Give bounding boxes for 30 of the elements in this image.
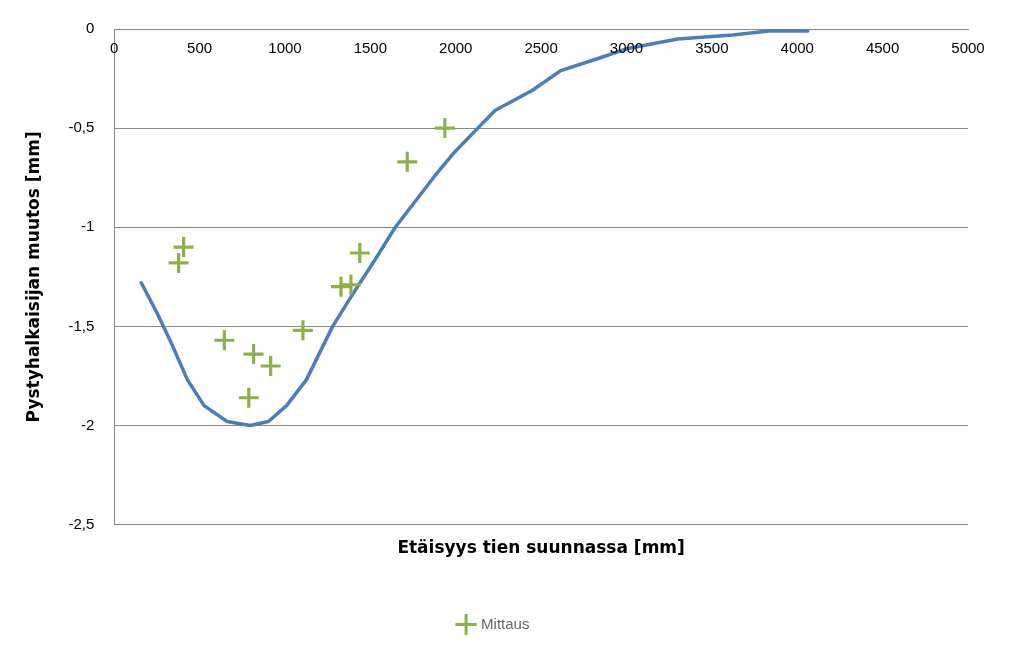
point bbox=[238, 387, 259, 408]
y-tick-label: -2,5 bbox=[68, 514, 95, 532]
x-tick-label: 1500 bbox=[353, 38, 388, 56]
point bbox=[173, 237, 194, 258]
point bbox=[349, 243, 370, 264]
point bbox=[260, 356, 281, 377]
legend-label: Mittaus bbox=[481, 614, 530, 632]
point bbox=[340, 274, 361, 295]
y-tick-label: -1 bbox=[80, 217, 95, 235]
point bbox=[214, 330, 235, 351]
x-tick-label: 0 bbox=[110, 38, 119, 56]
point bbox=[243, 344, 264, 365]
x-tick-label: 5000 bbox=[951, 38, 985, 56]
y-axis-title: Pystyhalkaisijan muutos [mm] bbox=[22, 131, 43, 423]
y-tick-label: -1,5 bbox=[68, 316, 95, 334]
x-tick-label: 4500 bbox=[865, 38, 900, 56]
x-tick-label: 500 bbox=[187, 38, 213, 56]
point bbox=[434, 118, 455, 139]
x-tick-label: 4000 bbox=[780, 38, 814, 56]
point bbox=[168, 252, 189, 273]
y-tick-label: -0,5 bbox=[68, 118, 95, 136]
x-tick-label: 2500 bbox=[524, 38, 558, 56]
y-tick-label: 0 bbox=[85, 19, 95, 37]
point bbox=[292, 320, 313, 341]
y-tick-label: -2 bbox=[80, 415, 95, 433]
point bbox=[397, 151, 418, 172]
x-tick-label: 1000 bbox=[268, 38, 302, 56]
x-axis-title: Etäisyys tien suunnassa [mm] bbox=[397, 536, 685, 557]
x-tick-label: 2000 bbox=[439, 38, 473, 56]
x-tick-label: 3500 bbox=[695, 38, 729, 56]
